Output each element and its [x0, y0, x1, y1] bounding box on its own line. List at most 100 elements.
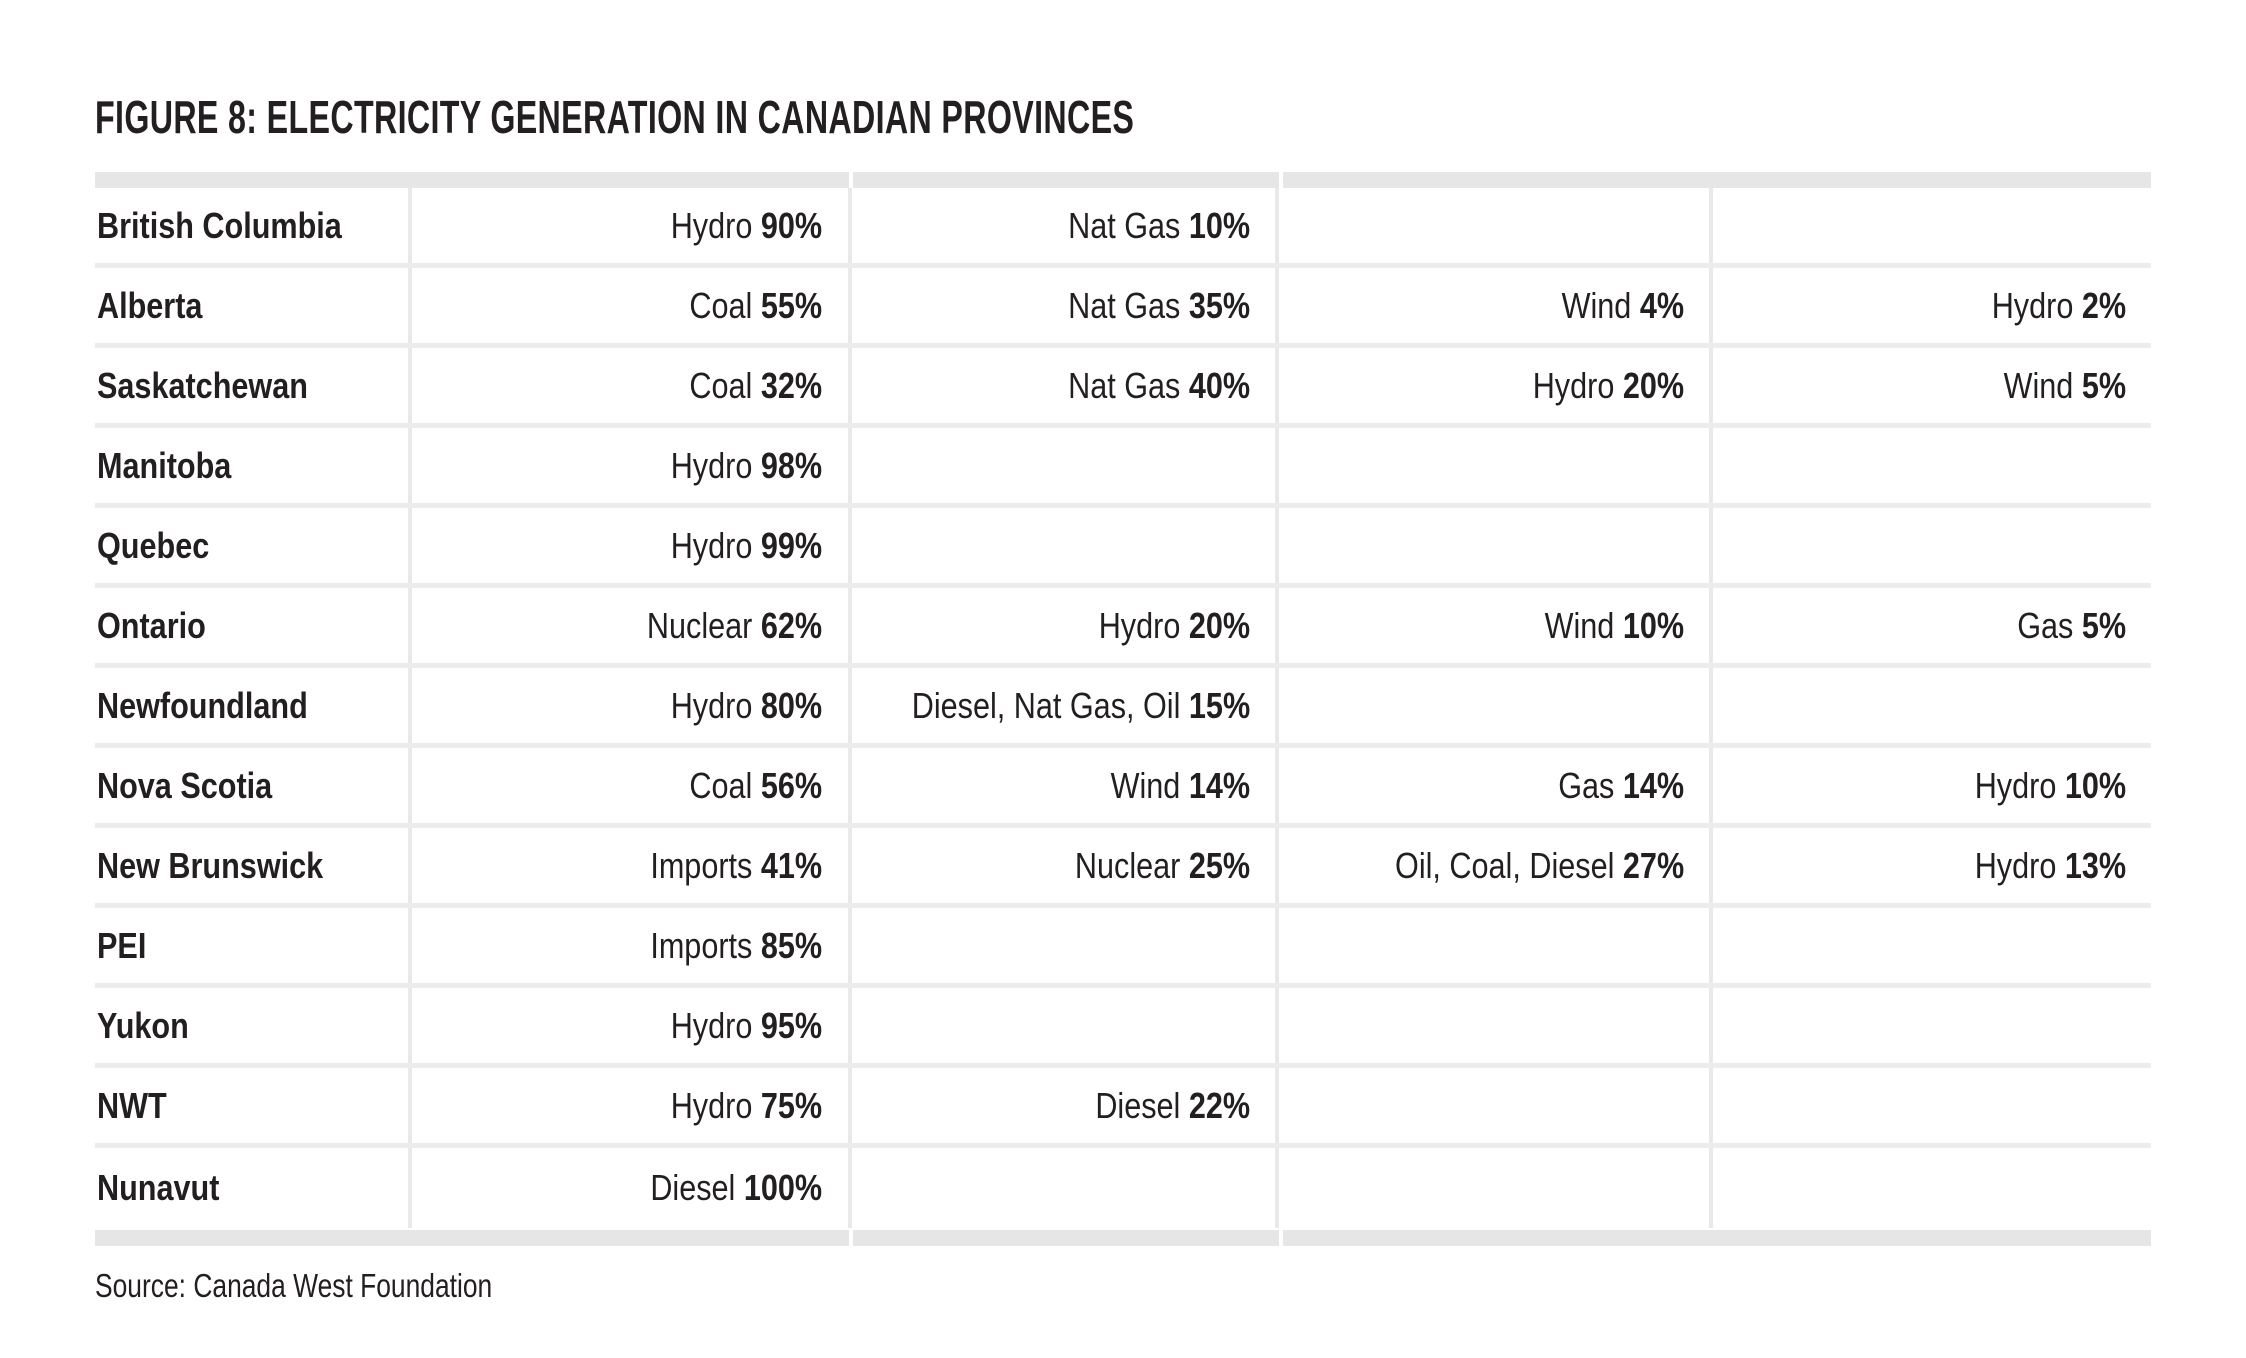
energy-share-value: 90% [761, 204, 823, 246]
data-cell: Hydro 20% [1279, 348, 1714, 423]
data-cell: Wind 4% [1279, 268, 1714, 343]
data-cell: Wind 5% [1713, 348, 2151, 423]
data-cell: Hydro 2% [1713, 268, 2151, 343]
cell-text: Hydro 98% [671, 447, 822, 484]
cell-text: Coal 32% [690, 364, 823, 406]
energy-source-label: Gas [2017, 604, 2082, 646]
data-cell: Coal 55% [412, 268, 852, 343]
data-cell [1713, 508, 2151, 583]
table-row: Saskatchewan Coal 32% Nat Gas 40% Hydro 20%… [95, 348, 2151, 428]
energy-source-label: Nat Gas [1068, 204, 1189, 246]
province-cell: Quebec [95, 508, 412, 583]
energy-share-value: 62% [761, 604, 823, 646]
data-cell [852, 1148, 1280, 1228]
data-cell: Nuclear 25% [852, 828, 1280, 903]
energy-share-value: 5% [2081, 604, 2126, 646]
energy-share-value: 32% [761, 364, 823, 406]
energy-source-label: Imports [650, 844, 762, 886]
energy-source-label: Hydro [1974, 844, 2065, 886]
province-cell: NWT [95, 1068, 412, 1143]
data-cell: Imports 85% [412, 908, 852, 983]
figure-title: FIGURE 8: ELECTRICITY GENERATION IN CANA… [95, 91, 1135, 143]
energy-source-label: Gas [1558, 764, 1623, 806]
province-cell: Manitoba [95, 428, 412, 503]
cell-text: Diesel 22% [1095, 1084, 1251, 1126]
data-cell [1713, 188, 2151, 263]
energy-source-label: Nuclear [1075, 844, 1189, 886]
energy-source-label: Hydro [1532, 364, 1623, 406]
cell-text: Hydro 99% [671, 527, 822, 564]
energy-source-label: Wind [2003, 364, 2082, 406]
top-bar-segment-right [1282, 172, 2151, 188]
data-cell: Nat Gas 10% [852, 188, 1280, 263]
cell-text: Nat Gas 10% [1068, 204, 1251, 246]
energy-source-label: Coal [689, 764, 762, 806]
cell-text: Wind 10% [1545, 607, 1684, 644]
data-cell: Hydro 90% [412, 188, 852, 263]
data-cell: Wind 10% [1279, 588, 1714, 663]
data-cell: Coal 32% [412, 348, 852, 423]
province-name: Saskatchewan [97, 364, 308, 406]
data-cell: Nat Gas 35% [852, 268, 1280, 343]
cell-text: Gas 14% [1558, 764, 1685, 806]
energy-share-value: 10% [1188, 204, 1251, 246]
province-name: Nunavut [97, 1167, 220, 1208]
data-cell: Gas 5% [1713, 588, 2151, 663]
data-cell [1279, 1068, 1714, 1143]
data-cell [852, 428, 1280, 503]
table-row: NWT Hydro 75% Diesel 22% [95, 1068, 2151, 1148]
data-cell: Hydro 13% [1713, 828, 2151, 903]
data-cell [1279, 668, 1714, 743]
province-cell: Alberta [95, 268, 412, 343]
energy-source-label: Coal [689, 284, 762, 326]
data-cell [1713, 668, 2151, 743]
table-row: New Brunswick Imports 41% Nuclear 25% Oil, … [95, 828, 2151, 908]
table-rows: British Columbia Hydro 90% Nat Gas 10% Albe… [95, 188, 2151, 1228]
cell-text: Nat Gas 35% [1068, 284, 1251, 326]
energy-share-value: 41% [761, 844, 823, 886]
cell-text: Diesel 100% [651, 1170, 823, 1206]
energy-share-value: 14% [1622, 764, 1685, 806]
province-cell: Yukon [95, 988, 412, 1063]
province-name: Alberta [97, 284, 203, 326]
data-cell [1713, 428, 2151, 503]
cell-text: Coal 56% [689, 764, 823, 806]
cell-text: Wind 5% [2003, 364, 2126, 406]
energy-share-value: 80% [761, 684, 823, 726]
table-row: British Columbia Hydro 90% Nat Gas 10% [95, 188, 2151, 268]
table-row: Nunavut Diesel 100% [95, 1148, 2151, 1228]
province-name: Quebec [97, 524, 210, 566]
data-cell: Diesel, Nat Gas, Oil 15% [852, 668, 1280, 743]
energy-share-value: 35% [1188, 284, 1251, 326]
cell-text: Gas 5% [2017, 604, 2126, 646]
energy-share-value: 15% [1188, 684, 1251, 726]
cell-text: Wind 4% [1562, 284, 1685, 326]
data-cell: Hydro 75% [412, 1068, 852, 1143]
energy-source-label: Diesel [1095, 1084, 1189, 1126]
cell-text: Hydro 90% [671, 204, 823, 246]
energy-share-value: 4% [1639, 284, 1685, 326]
province-name: New Brunswick [97, 844, 324, 886]
cell-text: Nat Gas 40% [1068, 364, 1250, 406]
energy-share-value: 27% [1622, 844, 1685, 886]
energy-source-label: Hydro [671, 684, 762, 726]
table-row: PEI Imports 85% [95, 908, 2151, 988]
data-cell [1279, 508, 1714, 583]
cell-text: Coal 55% [689, 284, 823, 326]
province-name: Manitoba [97, 444, 232, 486]
cell-text: Hydro 20% [1532, 364, 1684, 406]
province-cell: Ontario [95, 588, 412, 663]
province-name: British Columbia [97, 204, 342, 246]
data-cell: Gas 14% [1279, 748, 1714, 823]
province-cell: New Brunswick [95, 828, 412, 903]
energy-source-label: Nat Gas [1068, 364, 1189, 406]
data-cell [1279, 988, 1714, 1063]
energy-share-value: 22% [1188, 1084, 1251, 1126]
data-cell: Hydro 95% [412, 988, 852, 1063]
data-cell: Diesel 100% [412, 1148, 852, 1228]
energy-source-label: Hydro [671, 1084, 762, 1126]
data-cell [1713, 1068, 2151, 1143]
data-cell: Hydro 80% [412, 668, 852, 743]
bottom-bar-segment-right [1282, 1230, 2151, 1246]
